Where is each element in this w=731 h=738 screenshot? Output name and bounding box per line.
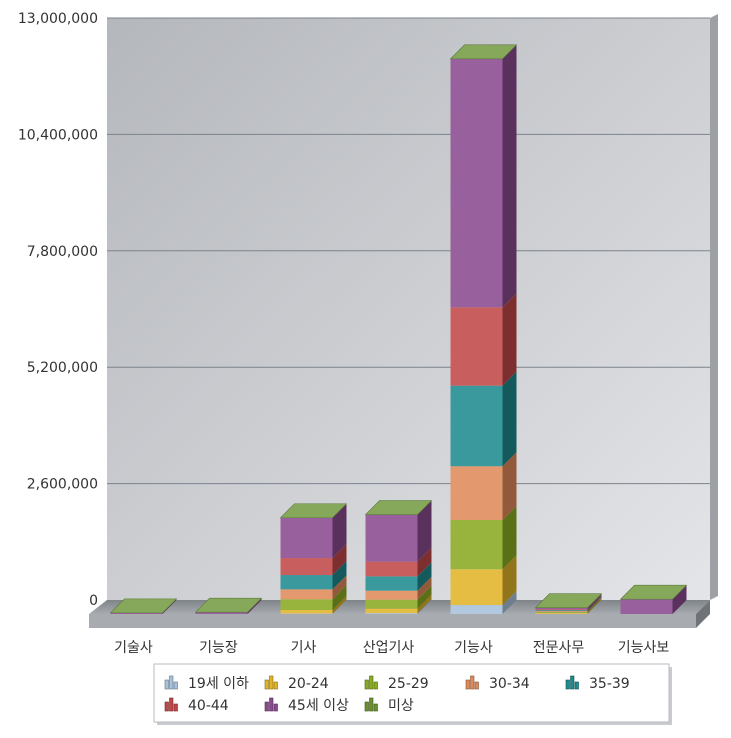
bar-segment bbox=[281, 599, 333, 610]
legend-icon-bar bbox=[370, 676, 374, 689]
bar-segment bbox=[281, 575, 333, 589]
y-tick-label: 0 bbox=[89, 593, 98, 609]
legend-label: 미상 bbox=[388, 698, 414, 714]
bar-segment bbox=[366, 613, 418, 614]
legend-icon-bar bbox=[365, 702, 369, 711]
bar-segment bbox=[451, 520, 503, 569]
legend-icon-bar bbox=[471, 676, 475, 689]
legend-icon-bar bbox=[374, 704, 378, 711]
legend-label: 45세 이상 bbox=[288, 698, 349, 714]
bar-segment bbox=[451, 59, 503, 307]
bar-segment bbox=[366, 591, 418, 600]
x-tick-label: 기사 bbox=[291, 640, 317, 656]
legend-icon-bar bbox=[571, 676, 575, 689]
bar-segment-side bbox=[503, 293, 517, 385]
bar-group-3 bbox=[366, 501, 432, 614]
plot-side-wall bbox=[710, 14, 718, 600]
bar-segment bbox=[451, 307, 503, 385]
bar-segment bbox=[281, 558, 333, 575]
y-tick-label: 2,600,000 bbox=[27, 477, 98, 493]
legend-icon-bar bbox=[265, 680, 269, 689]
legend-icon-bar bbox=[466, 680, 470, 689]
bar-segment bbox=[366, 562, 418, 577]
legend-icon-bar bbox=[174, 682, 178, 689]
bar-group-4 bbox=[451, 45, 517, 614]
legend-icon-bar bbox=[265, 702, 269, 711]
x-tick-label: 기능사보 bbox=[618, 640, 670, 656]
bar-segment bbox=[281, 518, 333, 558]
bar-segment bbox=[451, 569, 503, 605]
legend-label: 40-44 bbox=[188, 698, 229, 714]
legend-icon-bar bbox=[374, 682, 378, 689]
legend-icon-bar bbox=[365, 680, 369, 689]
bar-group-6 bbox=[621, 585, 687, 614]
y-tick-label: 7,800,000 bbox=[27, 244, 98, 260]
legend-icon-bar bbox=[174, 704, 178, 711]
bar-segment bbox=[281, 589, 333, 599]
bar-segment bbox=[366, 515, 418, 562]
legend-label: 20-24 bbox=[288, 676, 329, 692]
legend-icon-bar bbox=[575, 682, 579, 689]
legend-icon-bar bbox=[270, 676, 274, 689]
legend-label: 25-29 bbox=[388, 676, 429, 692]
legend: 19세 이하 20-24 25-29 30-34 35-39 40-44 45세 이상 미상 bbox=[154, 664, 672, 725]
bar-segment bbox=[366, 609, 418, 613]
legend-icon-bar bbox=[165, 680, 169, 689]
bar-segment bbox=[536, 610, 588, 611]
bar-segment bbox=[536, 613, 588, 614]
x-tick-label: 기능장 bbox=[199, 640, 238, 656]
legend-icon-bar bbox=[566, 680, 570, 689]
legend-icon-bar bbox=[170, 676, 174, 689]
bar-segment bbox=[451, 386, 503, 467]
bar-segment bbox=[366, 600, 418, 609]
x-tick-label: 전문사무 bbox=[533, 640, 585, 656]
bar-segment bbox=[536, 611, 588, 612]
bar-segment-side bbox=[503, 45, 517, 307]
legend-icon-bar bbox=[274, 704, 278, 711]
plot-floor-front bbox=[89, 614, 696, 628]
y-tick-label: 13,000,000 bbox=[18, 11, 98, 27]
y-tick-label: 10,400,000 bbox=[18, 127, 98, 143]
y-tick-label: 5,200,000 bbox=[27, 360, 98, 376]
legend-label: 19세 이하 bbox=[188, 676, 249, 692]
legend-icon-bar bbox=[475, 682, 479, 689]
bar-segment bbox=[366, 576, 418, 590]
bar-segment bbox=[536, 609, 588, 610]
bar-segment bbox=[451, 605, 503, 614]
legend-label: 35-39 bbox=[589, 676, 630, 692]
x-tick-label: 기능사 bbox=[454, 640, 493, 656]
bar-group-2 bbox=[281, 504, 347, 614]
x-tick-label: 기술사 bbox=[114, 640, 153, 656]
legend-icon-bar bbox=[274, 682, 278, 689]
bar-segment-side bbox=[503, 372, 517, 467]
legend-icon-bar bbox=[170, 698, 174, 711]
bar-segment bbox=[281, 610, 333, 614]
bar-segment bbox=[536, 612, 588, 613]
legend-icon-bar bbox=[165, 702, 169, 711]
legend-label: 30-34 bbox=[489, 676, 530, 692]
legend-icon-bar bbox=[270, 698, 274, 711]
x-tick-label: 산업기사 bbox=[363, 640, 415, 656]
bar-segment bbox=[451, 466, 503, 520]
bar-segment bbox=[621, 599, 673, 614]
legend-icon-bar bbox=[370, 698, 374, 711]
